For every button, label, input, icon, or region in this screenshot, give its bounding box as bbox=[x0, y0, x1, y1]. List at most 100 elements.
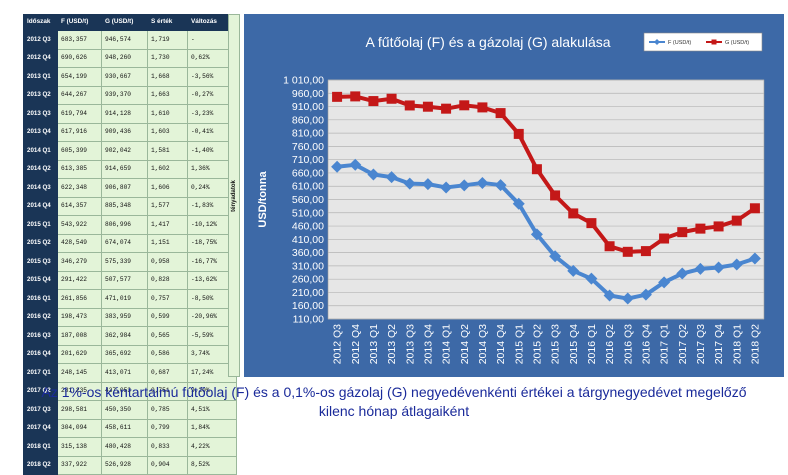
y-axis-title: USD/tonna bbox=[257, 171, 269, 228]
period-cell: 2013 Q4 bbox=[23, 122, 58, 142]
value-cell: 0,828 bbox=[147, 270, 188, 290]
value-cell: 644,267 bbox=[57, 85, 102, 105]
y-tick-label: 810,00 bbox=[292, 128, 324, 140]
table-row: 2014 Q4 614,357 885,348 1,577 -1,83% bbox=[23, 196, 237, 216]
value-cell: 201,629 bbox=[57, 344, 102, 364]
y-tick-label: 310,00 bbox=[292, 260, 324, 272]
value-cell: 304,094 bbox=[57, 418, 102, 438]
data-point bbox=[512, 197, 525, 210]
value-cell: 4,22% bbox=[187, 437, 237, 457]
data-point bbox=[386, 93, 397, 104]
data-point bbox=[332, 91, 343, 102]
table-row: 2017 Q3 298,581 450,350 0,785 4,51% bbox=[23, 400, 237, 420]
sidebar-label-box: tényadatok bbox=[228, 14, 240, 377]
y-tick-label: 410,00 bbox=[292, 234, 324, 246]
value-cell: 1,577 bbox=[147, 196, 188, 216]
legend-label: F (USD/t) bbox=[668, 40, 691, 46]
value-cell: 291,422 bbox=[57, 270, 102, 290]
x-tick-label: 2015 Q3 bbox=[550, 324, 562, 364]
value-cell: 930,667 bbox=[101, 67, 148, 87]
table-row: 2013 Q4 617,916 909,436 1,603 -0,41% bbox=[23, 122, 237, 142]
value-cell: -8,50% bbox=[187, 289, 237, 309]
table-row: 2017 Q4 304,094 458,611 0,799 1,84% bbox=[23, 418, 237, 438]
value-cell: 0,757 bbox=[147, 289, 188, 309]
value-cell: 1,730 bbox=[147, 48, 188, 68]
value-cell: 902,042 bbox=[101, 141, 148, 161]
period-cell: 2017 Q2 bbox=[23, 381, 58, 401]
data-point bbox=[568, 208, 579, 219]
table-row: 2014 Q2 613,385 914,659 1,602 1,36% bbox=[23, 159, 237, 179]
value-cell: 9,20% bbox=[187, 381, 237, 401]
value-cell: 346,279 bbox=[57, 252, 102, 272]
y-tick-label: 910,00 bbox=[292, 101, 324, 113]
column-header: S érték bbox=[147, 14, 188, 31]
period-cell: 2015 Q3 bbox=[23, 252, 58, 272]
value-cell: 0,24% bbox=[187, 178, 237, 198]
period-cell: 2012 Q3 bbox=[23, 30, 58, 50]
data-point bbox=[476, 176, 489, 189]
value-cell: 619,794 bbox=[57, 104, 102, 124]
caption-line-1: Az 1%-os kéntartalmú fűtőolaj (F) és a 0… bbox=[41, 384, 747, 400]
value-cell: 690,626 bbox=[57, 48, 102, 68]
table-row: 2014 Q1 605,399 902,042 1,581 -1,40% bbox=[23, 141, 237, 161]
data-point bbox=[659, 233, 670, 244]
value-cell: 458,611 bbox=[101, 418, 148, 438]
value-cell: 939,370 bbox=[101, 85, 148, 105]
period-cell: 2016 Q2 bbox=[23, 307, 58, 327]
value-cell: 315,138 bbox=[57, 437, 102, 457]
data-point bbox=[621, 292, 634, 305]
x-tick-label: 2015 Q4 bbox=[568, 324, 580, 364]
value-cell: 674,074 bbox=[101, 233, 148, 253]
period-cell: 2012 Q4 bbox=[23, 48, 58, 68]
data-point bbox=[713, 221, 724, 232]
value-cell: 948,260 bbox=[101, 48, 148, 68]
period-cell: 2016 Q3 bbox=[23, 326, 58, 346]
y-tick-label: 960,00 bbox=[292, 88, 324, 100]
data-point bbox=[421, 178, 434, 191]
data-point bbox=[422, 101, 433, 112]
data-point bbox=[586, 218, 597, 229]
value-cell: 198,473 bbox=[57, 307, 102, 327]
legend-marker bbox=[711, 39, 717, 45]
x-tick-label: 2017 Q3 bbox=[695, 324, 707, 364]
value-cell: 885,348 bbox=[101, 196, 148, 216]
data-point bbox=[622, 246, 633, 257]
column-header: F (USD/t) bbox=[57, 14, 102, 31]
data-point bbox=[440, 181, 453, 194]
period-cell: 2014 Q1 bbox=[23, 141, 58, 161]
x-tick-label: 2016 Q2 bbox=[604, 324, 616, 364]
legend-label: G (USD/t) bbox=[725, 40, 749, 46]
value-cell: -0,41% bbox=[187, 122, 237, 142]
y-tick-label: 360,00 bbox=[292, 247, 324, 259]
data-point bbox=[640, 246, 651, 257]
sidebar-label: tényadatok bbox=[231, 179, 237, 212]
y-tick-label: 660,00 bbox=[292, 167, 324, 179]
y-tick-label: 510,00 bbox=[292, 207, 324, 219]
x-tick-label: 2015 Q1 bbox=[513, 324, 525, 364]
table-row: 2016 Q2 198,473 383,959 0,599 -20,96% bbox=[23, 307, 237, 327]
period-cell: 2017 Q4 bbox=[23, 418, 58, 438]
x-tick-label: 2013 Q1 bbox=[368, 324, 380, 364]
value-cell: 1,606 bbox=[147, 178, 188, 198]
value-cell: 281,235 bbox=[57, 381, 102, 401]
value-cell: 526,928 bbox=[101, 455, 148, 475]
period-cell: 2015 Q4 bbox=[23, 270, 58, 290]
value-cell: 362,984 bbox=[101, 326, 148, 346]
table-row: 2016 Q4 201,629 365,692 0,586 3,74% bbox=[23, 344, 237, 364]
period-cell: 2014 Q4 bbox=[23, 196, 58, 216]
y-tick-label: 1 010,00 bbox=[283, 75, 324, 87]
table-row: 2013 Q1 654,199 930,667 1,668 -3,56% bbox=[23, 67, 237, 87]
period-cell: 2018 Q1 bbox=[23, 437, 58, 457]
table-row: 2016 Q3 187,008 362,984 0,565 -5,59% bbox=[23, 326, 237, 346]
period-cell: 2013 Q2 bbox=[23, 85, 58, 105]
table-row: 2017 Q1 248,145 413,071 0,687 17,24% bbox=[23, 363, 237, 383]
legend: F (USD/t) G (USD/t) bbox=[643, 32, 763, 52]
data-point bbox=[567, 264, 580, 277]
value-cell: 383,959 bbox=[101, 307, 148, 327]
value-cell: 617,916 bbox=[57, 122, 102, 142]
period-cell: 2015 Q1 bbox=[23, 215, 58, 235]
value-cell: 906,807 bbox=[101, 178, 148, 198]
table-row: 2013 Q2 644,267 939,370 1,663 -0,27% bbox=[23, 85, 237, 105]
legend-box bbox=[643, 32, 763, 52]
x-tick-label: 2017 Q2 bbox=[677, 324, 689, 364]
